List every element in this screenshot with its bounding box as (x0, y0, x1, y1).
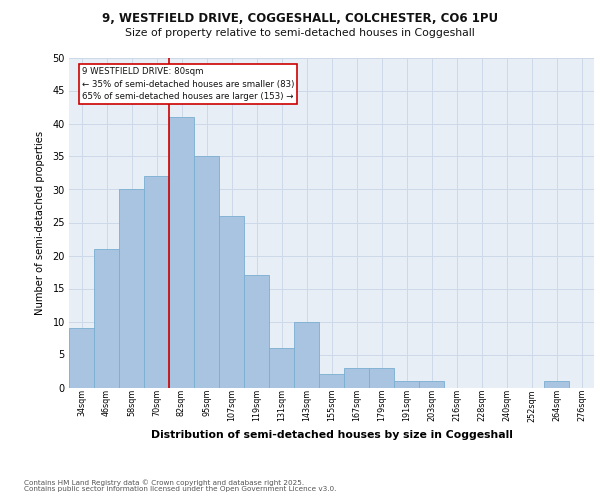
Bar (544, 381, 569, 388)
Bar (94, 249, 119, 388)
Bar (269, 348, 294, 388)
Text: Size of property relative to semi-detached houses in Coggeshall: Size of property relative to semi-detach… (125, 28, 475, 38)
Bar (144, 176, 169, 388)
Bar (169, 117, 194, 388)
Bar (219, 216, 244, 388)
Bar (294, 322, 319, 388)
Bar (394, 381, 419, 388)
Text: 9 WESTFIELD DRIVE: 80sqm
← 35% of semi-detached houses are smaller (83)
65% of s: 9 WESTFIELD DRIVE: 80sqm ← 35% of semi-d… (82, 68, 295, 102)
Y-axis label: Number of semi-detached properties: Number of semi-detached properties (35, 130, 46, 314)
Bar (244, 276, 269, 388)
Bar (344, 368, 369, 388)
X-axis label: Distribution of semi-detached houses by size in Coggeshall: Distribution of semi-detached houses by … (151, 430, 512, 440)
Text: Contains HM Land Registry data © Crown copyright and database right 2025.
Contai: Contains HM Land Registry data © Crown c… (24, 479, 337, 492)
Bar (419, 381, 444, 388)
Text: 9, WESTFIELD DRIVE, COGGESHALL, COLCHESTER, CO6 1PU: 9, WESTFIELD DRIVE, COGGESHALL, COLCHEST… (102, 12, 498, 26)
Bar (369, 368, 394, 388)
Bar (69, 328, 94, 388)
Bar (119, 190, 144, 388)
Bar (194, 156, 219, 388)
Bar (319, 374, 344, 388)
